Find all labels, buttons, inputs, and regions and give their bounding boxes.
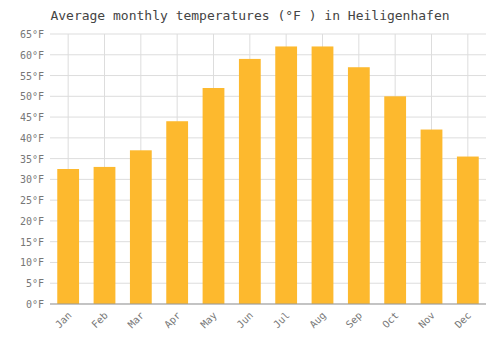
y-tick-label: 15°F [20, 237, 44, 248]
x-tick-label: Dec [453, 310, 474, 331]
bar [130, 150, 152, 304]
y-tick-label: 50°F [20, 91, 44, 102]
chart: Average monthly temperatures (°F ) in He… [0, 0, 500, 350]
y-tick-label: 10°F [20, 257, 44, 268]
x-tick-label: Jul [271, 310, 292, 331]
y-tick-label: 25°F [20, 195, 44, 206]
x-tick-label: Sep [344, 310, 365, 331]
x-tick-label: May [198, 310, 219, 331]
x-axis-line [50, 304, 486, 305]
y-tick-label: 55°F [20, 71, 44, 82]
bar [457, 157, 479, 304]
grid [50, 34, 486, 304]
bar [312, 46, 334, 304]
x-tick-label: Jun [235, 310, 256, 331]
y-tick-label: 40°F [20, 133, 44, 144]
y-tick-label: 45°F [20, 112, 44, 123]
y-tick-label: 20°F [20, 216, 44, 227]
bar [239, 59, 261, 304]
x-tick-label: Apr [162, 310, 183, 331]
bar [421, 130, 443, 304]
y-tick-label: 60°F [20, 50, 44, 61]
x-tick-label: Nov [416, 310, 437, 331]
x-tick-label: Mar [126, 310, 147, 331]
grid-line-y [50, 96, 486, 97]
bar [94, 167, 116, 304]
page: {"chart_data": {"type": "bar", "title": … [0, 0, 500, 350]
x-tick-label: Aug [307, 310, 328, 331]
y-tick-label: 35°F [20, 154, 44, 165]
bar [348, 67, 370, 304]
grid-line-y [50, 117, 486, 118]
bar [203, 88, 225, 304]
bar [166, 121, 188, 304]
y-tick-label: 5°F [26, 278, 44, 289]
x-tick-label: Oct [380, 310, 401, 331]
x-tick-label: Feb [89, 310, 110, 331]
bars [57, 46, 478, 304]
y-tick-label: 0°F [26, 299, 44, 310]
x-tick-label: Jan [53, 310, 74, 331]
bar [57, 169, 79, 304]
grid-line-y [50, 75, 486, 76]
bar [384, 96, 406, 304]
grid-line-y [50, 34, 486, 35]
y-tick-label: 65°F [20, 29, 44, 40]
bar [275, 46, 297, 304]
grid-line-y [50, 304, 486, 305]
chart-container: Average monthly temperatures (°F ) in He… [0, 0, 500, 350]
y-tick-label: 30°F [20, 174, 44, 185]
grid-line-y [50, 54, 486, 55]
title: Average monthly temperatures (°F ) in He… [50, 8, 449, 23]
